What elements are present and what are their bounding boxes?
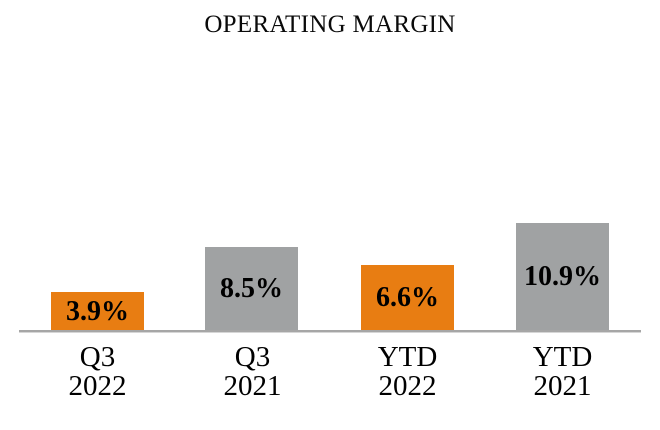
bar-ytd-2021: 10.9% (516, 223, 609, 330)
bar-value-label-ytd-2022: 6.6% (376, 282, 439, 313)
chart-title: OPERATING MARGIN (204, 11, 456, 38)
x-axis-line (19, 330, 641, 332)
x-axis-label-q3-2021: Q3 2021 (175, 343, 330, 401)
bar-value-label-ytd-2021: 10.9% (524, 261, 601, 292)
bar-q3-2021: 8.5% (205, 247, 298, 330)
x-axis-label-line1: YTD (377, 341, 438, 373)
x-axis-label-line2: 2022 (378, 370, 437, 402)
x-axis-label-ytd-2022: YTD 2022 (330, 343, 485, 401)
x-axis-label-line2: 2021 (223, 370, 282, 402)
x-axis-label-q3-2022: Q3 2022 (20, 343, 175, 401)
bar-value-label-q3-2022: 3.9% (66, 295, 129, 327)
x-axis-label-line1: YTD (532, 341, 593, 373)
x-axis-label-line2: 2021 (533, 370, 592, 402)
x-axis-label-line1: Q3 (234, 341, 271, 373)
bar-q3-2022: 3.9% (51, 292, 144, 330)
x-axis-label-line2: 2022 (68, 370, 127, 402)
x-axis-label-ytd-2021: YTD 2021 (485, 343, 640, 401)
bar-value-label-q3-2021: 8.5% (220, 273, 283, 304)
x-axis-label-line1: Q3 (79, 341, 116, 373)
bar-ytd-2022: 6.6% (361, 265, 454, 330)
